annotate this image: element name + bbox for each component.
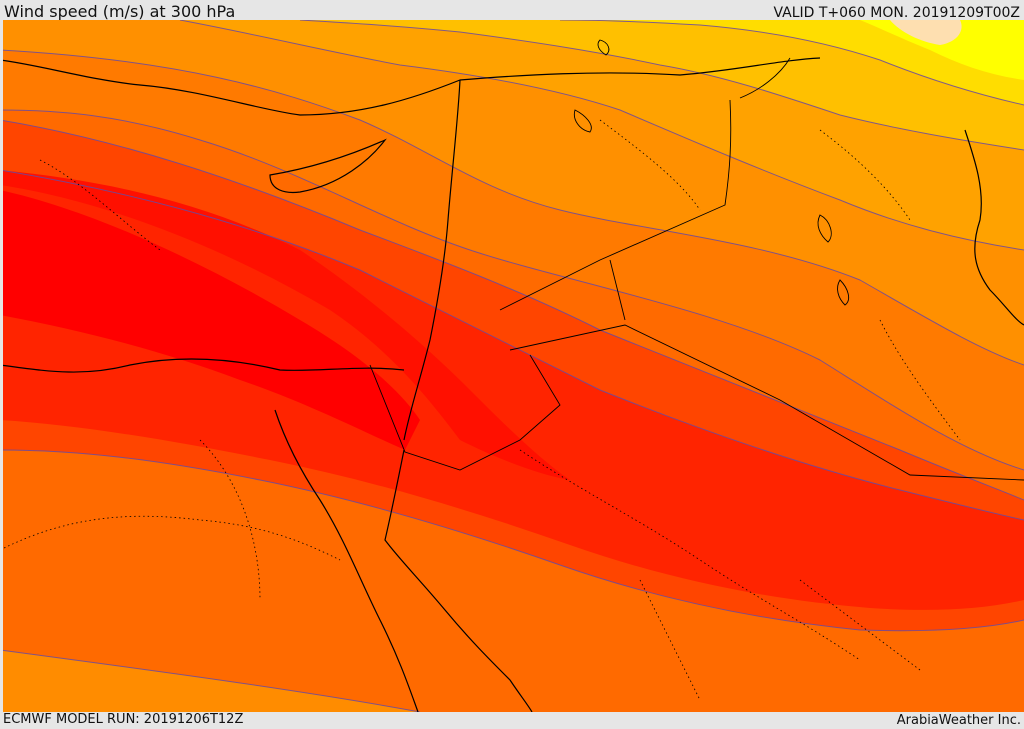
- band-red-orange-inner: [0, 170, 1024, 610]
- borders: [369, 57, 1024, 481]
- border-iraq-west: [499, 99, 732, 311]
- admin-5: [599, 119, 701, 211]
- map-title: Wind speed (m/s) at 300 hPa: [4, 2, 236, 21]
- wind-speed-map: [0, 20, 1024, 712]
- admin-2: [0, 515, 341, 561]
- isotach-4: [0, 109, 1024, 471]
- isotach-3: [299, 20, 1024, 151]
- border-jordan: [509, 324, 1024, 481]
- coast-cyprus: [269, 138, 387, 194]
- model-run-label: ECMWF MODEL RUN: 20191206T12Z: [3, 712, 244, 727]
- left-edge: [0, 20, 3, 712]
- band-red-max: [0, 190, 420, 450]
- coastlines: [0, 57, 1024, 712]
- admin-3: [519, 449, 861, 661]
- border-north: [739, 57, 791, 99]
- valid-time: VALID T+060 MON. 20191209T00Z: [773, 5, 1020, 21]
- admin-9: [879, 319, 961, 441]
- island-bahrain: [837, 279, 850, 306]
- isotach-8: [0, 649, 421, 712]
- band-north-yellow: [860, 20, 1024, 80]
- border-saudi-north: [609, 259, 626, 321]
- band-south-orange: [0, 650, 420, 712]
- admin-7: [199, 439, 261, 601]
- isotach-2: [179, 20, 1024, 251]
- coast-aqaba: [384, 449, 533, 712]
- water-bodies: [573, 39, 850, 306]
- border-egypt-israel: [369, 354, 561, 471]
- admin-8: [639, 579, 701, 701]
- coast-suez: [274, 409, 419, 712]
- lake-urmia: [597, 39, 610, 56]
- isotach-5: [0, 119, 1024, 501]
- credit-label: ArabiaWeather Inc.: [896, 713, 1021, 728]
- lake-van: [573, 109, 592, 133]
- isotach-6: [0, 169, 1024, 521]
- coast-egypt: [0, 358, 405, 373]
- band-north-gold: [300, 20, 1024, 150]
- coast-levant: [403, 79, 461, 441]
- isotach-1: [0, 49, 1024, 366]
- band-north-pale: [890, 20, 962, 45]
- header-bar: Wind speed (m/s) at 300 hPa VALID T+060 …: [0, 0, 1024, 22]
- admin-1: [39, 159, 161, 251]
- coast-north: [0, 57, 821, 116]
- gulf-island: [817, 214, 832, 243]
- isotach-7: [0, 449, 1024, 632]
- isotachs: [0, 20, 1024, 712]
- coast-gulf: [964, 129, 1024, 326]
- admin-boundaries: [0, 119, 961, 701]
- band-red-core: [0, 170, 570, 480]
- isotach-9: [559, 20, 1024, 106]
- band-north-yellow-gold: [560, 20, 1024, 105]
